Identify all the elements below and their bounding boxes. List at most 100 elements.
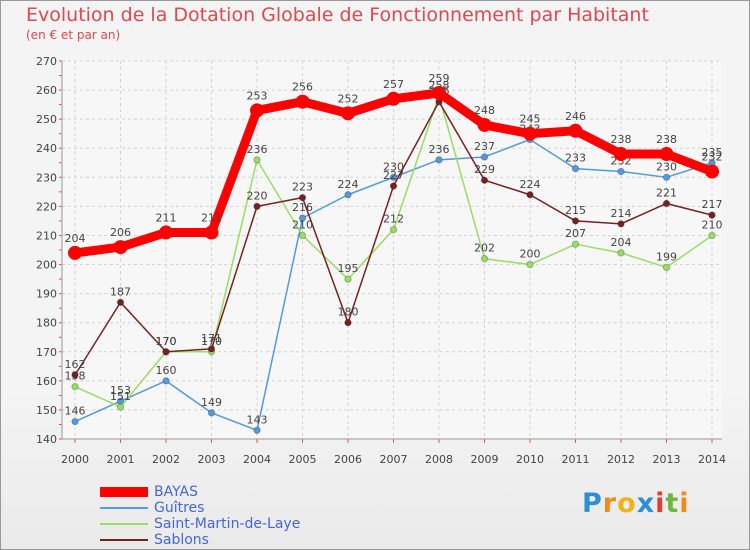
x-tick-label: 2001 [107,453,135,466]
y-tick-label: 180 [36,317,57,330]
data-point-sablons [617,220,625,228]
y-tick-label: 210 [36,229,57,242]
data-point-guitres [617,167,625,176]
data-point-sablons [344,318,352,327]
data-point-guitres [207,409,216,417]
data-point-guitres [571,164,580,173]
data-point-saint-martin-de-laye [344,275,352,283]
data-point-saint-martin-de-laye [298,231,307,240]
x-tick-label: 2010 [516,453,544,466]
data-label-bayas: 204 [65,232,86,245]
data-label-sablons: 187 [110,285,131,298]
data-label-saint-martin-de-laye: 212 [383,213,404,226]
legend-label-saint-martin-de-laye: Saint-Martin-de-Laye [154,516,301,532]
data-point-saint-martin-de-laye [71,382,79,391]
chart-subtitle: (en € et par an) [26,28,121,42]
data-point-guitres [662,173,671,182]
data-point-guitres [253,426,261,434]
data-label-sablons: 221 [656,186,677,199]
y-tick-label: 160 [36,375,57,388]
data-label-bayas: 246 [565,110,586,123]
logo-letter: o [617,488,637,519]
y-tick-label: 270 [36,55,57,68]
data-point-saint-martin-de-laye [480,255,489,263]
data-label-bayas: 245 [520,113,541,126]
data-point-guitres [435,156,443,164]
x-tick-label: 2002 [152,453,180,466]
logo-letter: i [679,488,690,519]
data-point-saint-martin-de-laye [571,240,580,248]
legend-label-sablons: Sablons [154,532,209,548]
data-label-saint-martin-de-laye: 202 [474,242,495,255]
data-point-bayas [68,245,82,260]
data-label-sablons: 227 [383,169,404,182]
logo-letter: x [636,488,656,519]
plot-area [62,61,722,439]
data-point-bayas [477,117,492,132]
data-point-bayas [113,240,128,255]
data-label-bayas: 252 [338,92,359,105]
y-tick-label: 150 [36,404,57,417]
y-tick-label: 220 [36,200,57,213]
data-point-sablons [708,211,716,219]
data-label-saint-martin-de-laye: 151 [110,390,131,403]
data-label-sablons: 224 [520,178,541,191]
data-point-bayas [705,164,719,179]
data-label-sablons: 214 [611,207,632,220]
y-tick-label: 200 [36,259,57,272]
y-tick-label: 140 [36,433,57,446]
data-label-bayas: 253 [247,89,268,102]
chart-title: Evolution de la Dotation Globale de Fonc… [26,4,649,26]
legend-swatch-bayas [100,487,148,497]
data-point-sablons [480,176,489,184]
data-point-bayas [523,126,537,141]
data-label-sablons: 180 [338,306,359,319]
y-tick-label: 170 [36,346,57,359]
data-label-guitres: 233 [565,152,586,165]
data-point-guitres [298,214,307,222]
data-label-bayas: 211 [201,212,222,225]
data-label-saint-martin-de-laye: 210 [702,218,723,231]
data-point-saint-martin-de-laye [116,403,125,411]
y-tick-label: 230 [36,171,57,184]
data-label-bayas: 211 [156,212,177,225]
data-point-saint-martin-de-laye [662,263,671,272]
data-point-sablons [207,345,216,353]
legend-label-guitres: Guîtres [154,500,205,516]
legend-item-bayas: BAYAS [100,484,300,500]
data-label-sablons: 170 [156,335,177,348]
data-label-guitres: 230 [656,160,677,173]
data-point-bayas [204,225,219,240]
data-label-saint-martin-de-laye: 200 [520,248,541,261]
data-point-sablons [116,298,125,307]
data-label-sablons: 229 [474,163,495,176]
legend-item-saint-martin-de-laye: Saint-Martin-de-Laye [100,516,300,532]
x-tick-label: 2012 [607,453,635,466]
data-point-sablons [662,199,671,208]
data-point-bayas [295,94,310,109]
proxiti-logo: Proxiti [582,488,690,519]
data-point-saint-martin-de-laye [708,231,716,240]
data-point-bayas [386,91,401,106]
x-tick-label: 2011 [562,453,590,466]
x-tick-label: 2003 [198,453,226,466]
data-point-guitres [480,153,489,161]
data-label-bayas: 238 [611,133,632,146]
data-label-guitres: 143 [247,413,268,426]
x-tick-label: 2000 [61,453,89,466]
x-tick-label: 2014 [698,453,726,466]
data-point-sablons [162,348,170,356]
data-label-saint-martin-de-laye: 170 [156,335,177,348]
data-point-bayas [432,85,446,100]
data-label-bayas: 206 [110,226,131,239]
data-label-guitres: 236 [429,143,450,156]
logo-letter: t [665,488,680,519]
y-tick-label: 250 [36,113,57,126]
data-point-guitres [389,173,398,182]
data-label-guitres: 230 [383,160,404,173]
y-tick-label: 190 [36,288,57,301]
data-point-bayas [250,103,264,118]
x-tick-label: 2008 [425,453,453,466]
data-label-saint-martin-de-laye: 236 [247,143,268,156]
